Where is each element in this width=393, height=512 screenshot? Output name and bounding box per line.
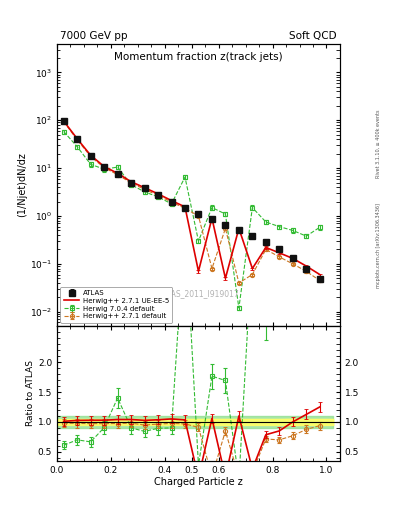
Herwig++ 2.7.1 UE-EE-5 <box>115 170 120 176</box>
Herwig++ 2.7.1 UE-EE-5 <box>142 185 147 191</box>
Text: mcplots.cern.ch [arXiv:1306.3436]: mcplots.cern.ch [arXiv:1306.3436] <box>376 203 380 288</box>
Herwig++ 2.7.1 UE-EE-5 <box>237 225 241 231</box>
Y-axis label: Ratio to ATLAS: Ratio to ATLAS <box>26 360 35 426</box>
Y-axis label: (1/Njet)dN/dz: (1/Njet)dN/dz <box>17 153 27 217</box>
Legend: ATLAS, Herwig++ 2.7.1 UE-EE-5, Herwig 7.0.4 default, Herwig++ 2.7.1 default: ATLAS, Herwig++ 2.7.1 UE-EE-5, Herwig 7.… <box>61 287 173 323</box>
Herwig++ 2.7.1 UE-EE-5 <box>250 265 255 271</box>
Herwig++ 2.7.1 UE-EE-5 <box>102 163 107 169</box>
Herwig++ 2.7.1 UE-EE-5 <box>223 275 228 282</box>
Herwig++ 2.7.1 UE-EE-5 <box>318 271 322 278</box>
Herwig++ 2.7.1 UE-EE-5 <box>88 152 93 158</box>
Herwig++ 2.7.1 UE-EE-5 <box>75 136 79 142</box>
Text: Soft QCD: Soft QCD <box>290 31 337 40</box>
Herwig++ 2.7.1 UE-EE-5 <box>183 204 187 210</box>
Herwig++ 2.7.1 UE-EE-5 <box>304 263 309 269</box>
Text: 7000 GeV pp: 7000 GeV pp <box>60 31 127 40</box>
Herwig++ 2.7.1 UE-EE-5 <box>209 215 214 221</box>
Herwig++ 2.7.1 UE-EE-5 <box>263 244 268 250</box>
X-axis label: Charged Particle z: Charged Particle z <box>154 477 243 487</box>
Herwig++ 2.7.1 UE-EE-5 <box>169 198 174 204</box>
Herwig++ 2.7.1 UE-EE-5 <box>290 255 295 262</box>
Text: ATLAS_2011_I919017: ATLAS_2011_I919017 <box>158 289 239 298</box>
Herwig++ 2.7.1 UE-EE-5 <box>196 268 201 274</box>
Text: Rivet 3.1.10, ≥ 400k events: Rivet 3.1.10, ≥ 400k events <box>376 109 380 178</box>
Herwig++ 2.7.1 UE-EE-5 <box>61 118 66 124</box>
Herwig++ 2.7.1 UE-EE-5 <box>277 250 282 256</box>
Herwig++ 2.7.1 UE-EE-5 <box>156 191 160 197</box>
Text: Momentum fraction z(track jets): Momentum fraction z(track jets) <box>114 52 283 62</box>
Line: Herwig++ 2.7.1 UE-EE-5: Herwig++ 2.7.1 UE-EE-5 <box>64 121 320 279</box>
Herwig++ 2.7.1 UE-EE-5 <box>129 179 134 185</box>
